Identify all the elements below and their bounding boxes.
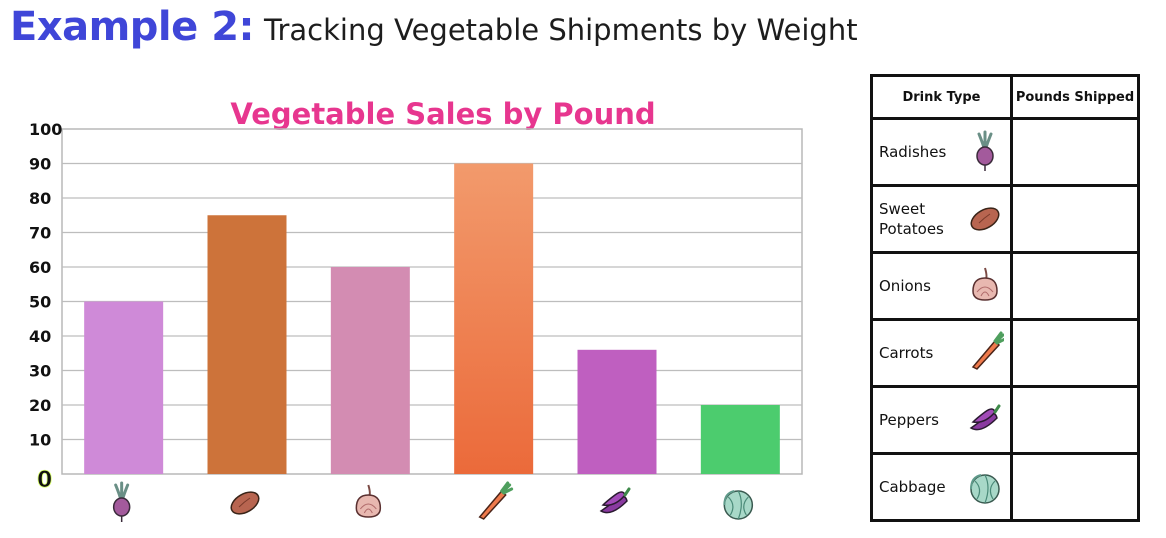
name-cell: Cabbage xyxy=(870,452,1013,522)
pepper-icon xyxy=(969,404,1001,432)
pounds-shipped-cell[interactable] xyxy=(1010,117,1140,187)
radish-icon xyxy=(975,130,995,173)
gridlines xyxy=(62,162,802,441)
y-tick-label: 0 xyxy=(37,468,52,493)
row-label-sweet-potatoes: Sweet Potatoes xyxy=(879,200,944,238)
y-tick-label: 40 xyxy=(29,327,51,346)
radish-icon xyxy=(112,481,132,524)
name-cell: Onions xyxy=(870,251,1013,321)
row-label-peppers: Peppers xyxy=(879,411,939,429)
cabbage-icon xyxy=(723,490,754,520)
table-row: Peppers xyxy=(870,385,1140,455)
name-cell: Carrots xyxy=(870,318,1013,388)
carrot-icon xyxy=(971,331,1004,371)
table-row: Carrots xyxy=(870,318,1140,388)
row-label-cabbage: Cabbage xyxy=(879,478,946,496)
slide-heading: Example 2: Tracking Vegetable Shipments b… xyxy=(10,4,858,50)
name-cell: Radishes xyxy=(870,117,1013,187)
pounds-shipped-cell[interactable] xyxy=(1010,385,1140,455)
name-cell: Peppers xyxy=(870,385,1013,455)
row-label-carrots: Carrots xyxy=(879,344,934,362)
y-tick-label: 100 xyxy=(29,120,62,139)
y-tick-label: 10 xyxy=(29,431,51,450)
bar-peppers xyxy=(577,349,657,474)
y-tick-label: 60 xyxy=(29,258,51,277)
bar-sweet-potatoes xyxy=(207,215,287,474)
table-row: Sweet Potatoes xyxy=(870,184,1140,254)
pounds-shipped-cell[interactable] xyxy=(1010,184,1140,254)
bars xyxy=(84,163,780,474)
column-header-pounds-shipped: Pounds Shipped xyxy=(1010,74,1140,120)
name-cell: Sweet Potatoes xyxy=(870,184,1013,254)
y-tick-label: 80 xyxy=(29,189,51,208)
sweet-potato-icon xyxy=(966,202,1004,236)
row-label-radishes: Radishes xyxy=(879,143,947,161)
onion-icon xyxy=(355,484,382,518)
y-tick-label: 90 xyxy=(29,155,51,174)
onion-icon xyxy=(972,267,998,301)
y-tick-label: 70 xyxy=(29,224,51,243)
bar-cabbage xyxy=(700,405,780,474)
table-row: Onions xyxy=(870,251,1140,321)
pounds-shipped-cell[interactable] xyxy=(1010,318,1140,388)
pounds-shipped-cell[interactable] xyxy=(1010,251,1140,321)
table-row: Radishes xyxy=(870,117,1140,187)
bar-carrots xyxy=(454,163,534,474)
bar-chart: Vegetable Sales by Pound 100908070605040… xyxy=(29,97,803,524)
slide-subtitle: Tracking Vegetable Shipments by Weight xyxy=(264,13,858,47)
table-row: Cabbage xyxy=(870,452,1140,522)
x-axis-icons xyxy=(112,481,754,524)
bar-onions xyxy=(330,267,410,474)
y-tick-label: 30 xyxy=(29,362,51,381)
column-header-drink-type: Drink Type xyxy=(870,74,1013,120)
bar-radishes xyxy=(84,301,164,474)
example-label: Example 2: xyxy=(10,4,255,50)
cabbage-icon xyxy=(970,474,1000,504)
carrot-icon xyxy=(478,481,514,521)
row-label-onions: Onions xyxy=(879,277,931,295)
chart-title: Vegetable Sales by Pound xyxy=(230,97,655,131)
sweet-potato-icon xyxy=(226,486,264,520)
pepper-icon xyxy=(599,487,631,515)
y-tick-label: 20 xyxy=(29,396,51,415)
y-tick-label: 50 xyxy=(29,293,51,312)
shipment-table: Drink Type Pounds Shipped Radishes Sweet… xyxy=(870,74,1140,522)
pounds-shipped-cell[interactable] xyxy=(1010,452,1140,522)
